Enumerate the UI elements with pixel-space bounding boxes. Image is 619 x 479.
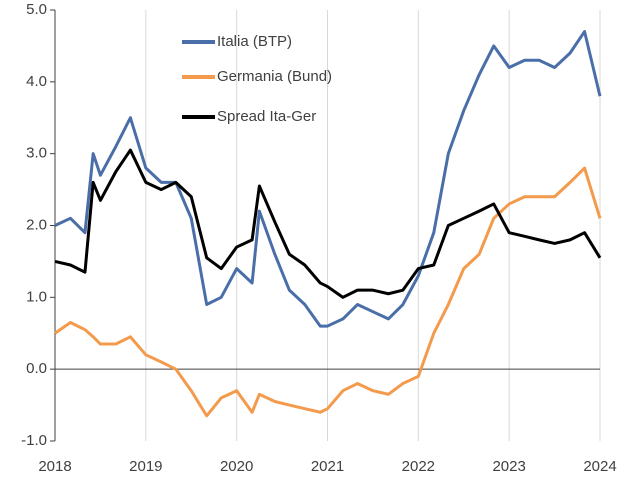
x-tick-label: 2021 (311, 458, 344, 475)
x-tick-label: 2020 (220, 458, 253, 475)
legend-label: Spread Ita-Ger (217, 108, 316, 125)
line (54, 148, 602, 299)
legend-label: Germania (Bund) (217, 68, 332, 85)
y-tick-label: 2.0 (26, 216, 47, 233)
y-tick-label: 4.0 (26, 73, 47, 90)
y-tick-label: -1.0 (21, 432, 47, 449)
y-tick-label: 5.0 (26, 1, 47, 18)
y-tick-label: 1.0 (26, 288, 47, 305)
y-tick-label: 3.0 (26, 145, 47, 162)
y-tick-label: 0.0 (26, 360, 47, 377)
x-tick-label: 2022 (402, 458, 435, 475)
x-tick-label: 2023 (492, 458, 525, 475)
legend-label: Italia (BTP) (217, 33, 292, 50)
x-tick-label: 2019 (129, 458, 162, 475)
x-tick-label: 2018 (38, 458, 71, 475)
x-tick-label: 2024 (583, 458, 616, 475)
line (54, 166, 602, 418)
line (54, 30, 602, 328)
